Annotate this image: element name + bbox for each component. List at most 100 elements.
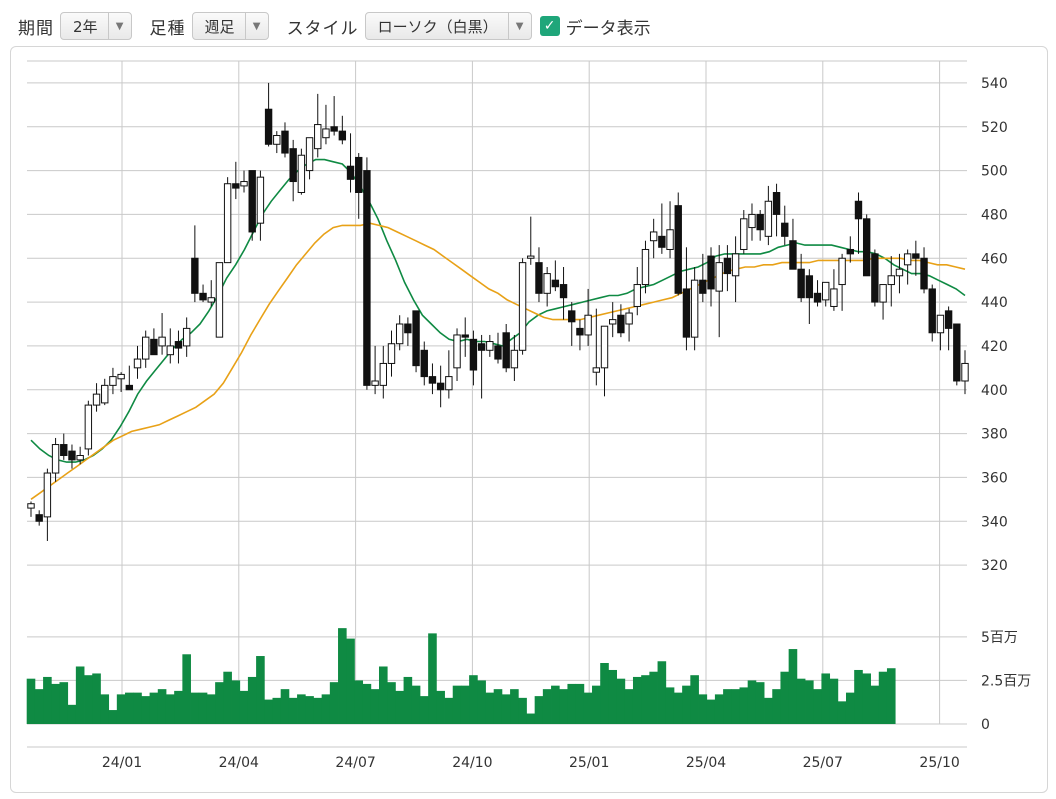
candle-body	[789, 240, 797, 270]
candle	[346, 133, 355, 193]
candle-body	[699, 279, 707, 294]
candle	[535, 247, 543, 303]
candle	[936, 314, 945, 351]
candle	[191, 225, 199, 303]
volume-bar	[485, 692, 495, 724]
volume-bar	[75, 666, 85, 724]
candle-body	[371, 380, 379, 386]
candle	[903, 249, 912, 285]
candle-body	[166, 345, 174, 356]
volume-bar	[755, 682, 765, 724]
candle	[338, 115, 347, 145]
candle-body	[715, 262, 723, 292]
candle	[961, 350, 969, 395]
x-tick-label: 25/04	[686, 755, 726, 771]
candle	[887, 256, 895, 307]
candle	[830, 269, 838, 311]
candle-body	[953, 323, 961, 382]
volume-bar	[280, 689, 290, 724]
freq-select[interactable]: 週足 ▼	[191, 12, 269, 40]
candle	[543, 267, 551, 307]
volume-bar	[125, 692, 134, 724]
candle	[412, 310, 420, 373]
volume-bar	[403, 676, 413, 724]
volume-bar	[133, 692, 142, 724]
volume-bar	[59, 682, 69, 724]
candle-body	[60, 444, 68, 456]
candle	[748, 203, 756, 241]
candle	[764, 185, 773, 246]
candle-body	[379, 362, 387, 386]
candle	[494, 332, 502, 364]
volume-bar	[206, 694, 216, 724]
candle	[232, 161, 240, 200]
style-select[interactable]: ローソク（白黒） ▼	[364, 12, 532, 40]
candle-body	[27, 503, 35, 509]
freq-select-value: 週足	[204, 17, 235, 36]
candle	[641, 240, 650, 294]
candle-body	[92, 393, 101, 406]
candle-body	[559, 284, 568, 299]
candle-body	[625, 312, 633, 325]
y-tick-label: 360	[981, 470, 1008, 486]
show-data-checkbox[interactable]: ✓	[539, 16, 560, 36]
candle	[707, 247, 715, 307]
candle-body	[666, 229, 674, 250]
volume-bar	[813, 689, 822, 724]
candle	[461, 317, 469, 357]
candle-body	[207, 297, 215, 303]
candle-body	[527, 255, 535, 259]
chevron-down-icon: ▼	[507, 13, 531, 39]
candle	[592, 308, 601, 386]
candle	[920, 247, 928, 294]
volume-bar	[747, 680, 757, 724]
period-select[interactable]: 2年 ▼	[60, 12, 132, 40]
candle-body	[707, 255, 715, 290]
candle	[723, 245, 732, 292]
candle-body	[600, 325, 609, 369]
candle	[166, 328, 174, 364]
candle-body	[453, 334, 461, 369]
candle-body	[764, 200, 773, 237]
volume-bar	[419, 696, 429, 724]
volume-bar	[247, 676, 257, 724]
show-data-label[interactable]: データ表示	[565, 18, 651, 39]
candle	[518, 258, 527, 355]
candle	[756, 210, 764, 241]
candle-body	[740, 218, 748, 250]
volume-bar	[215, 682, 224, 724]
candle	[109, 367, 117, 395]
candle-body	[469, 338, 478, 371]
volume-bar	[272, 697, 282, 724]
candle	[273, 131, 281, 154]
volume-bar	[698, 694, 708, 724]
volume-bar	[682, 685, 691, 724]
candle-body	[404, 323, 412, 334]
volume-bar	[239, 690, 249, 724]
volume-bar	[321, 694, 331, 724]
chevron-down-icon: ▼	[107, 13, 131, 39]
y-tick-label: 400	[981, 383, 1008, 399]
chart-panel: 320 340 360 380 400 420 440 460 480 500 520 540 24/0…	[10, 46, 1048, 793]
candle	[182, 317, 191, 357]
candle	[355, 153, 363, 219]
volume-bar	[649, 671, 658, 724]
candle	[142, 330, 150, 368]
volume-bar	[231, 680, 241, 724]
x-tick-label: 25/07	[803, 755, 843, 771]
volume-bar	[100, 694, 110, 724]
volume-bar	[157, 689, 167, 724]
candle-body	[477, 343, 486, 351]
candle-body	[322, 128, 330, 139]
volume-bar	[387, 682, 396, 724]
volume-bar	[821, 673, 831, 724]
candle	[248, 170, 256, 241]
candle-body	[461, 334, 469, 338]
volume-bar	[600, 663, 609, 724]
volume-bar	[772, 689, 781, 724]
candle-body	[936, 314, 945, 334]
y-tick-label: 340	[981, 514, 1008, 530]
candle-body	[84, 404, 93, 450]
candle	[281, 122, 289, 158]
y-tick-label: 420	[981, 339, 1008, 355]
